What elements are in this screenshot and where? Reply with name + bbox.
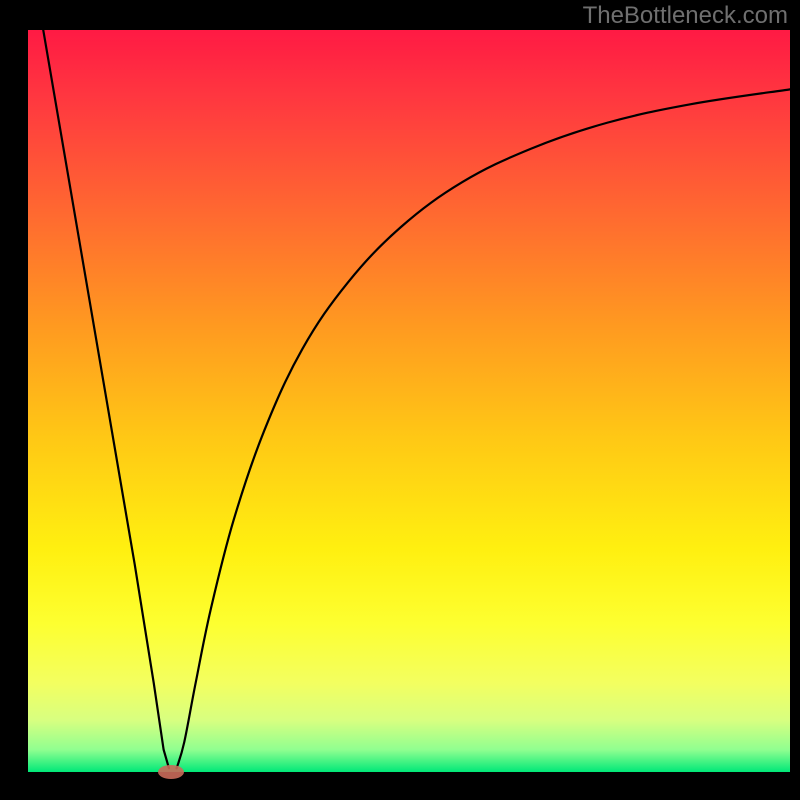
chart-frame: TheBottleneck.com xyxy=(0,0,800,800)
valley-marker xyxy=(158,765,184,779)
plot-area xyxy=(28,30,790,772)
curve-right-branch xyxy=(177,89,790,768)
curve-left-branch xyxy=(43,30,169,768)
watermark-text: TheBottleneck.com xyxy=(583,2,788,30)
curve-svg xyxy=(28,30,790,772)
